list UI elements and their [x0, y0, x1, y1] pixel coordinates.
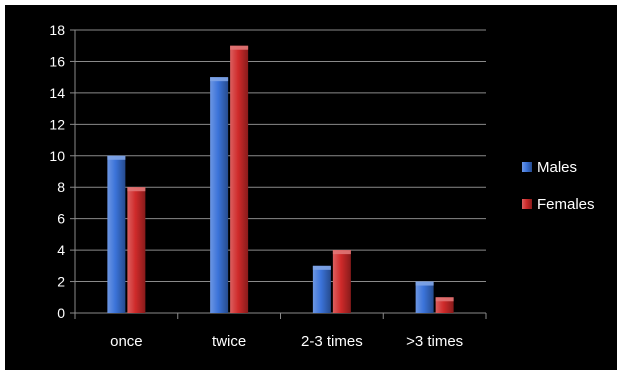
bar-males-3	[415, 281, 434, 313]
y-tick-label: 12	[49, 116, 65, 132]
y-tick-label: 18	[49, 22, 65, 38]
legend-swatch-females	[522, 199, 532, 209]
bar-cap-females-2	[332, 250, 351, 255]
bars	[107, 45, 454, 314]
x-category-label: >3 times	[406, 333, 463, 350]
bar-cap-males-1	[210, 77, 229, 82]
bar-females-2	[332, 250, 351, 313]
x-category-label: 2-3 times	[301, 333, 363, 350]
y-tick-label: 14	[49, 85, 65, 101]
bar-cap-males-3	[415, 281, 434, 286]
bar-males-1	[210, 77, 229, 314]
y-tick-labels: 0 2 4 6 8 10 12 14 16 18	[49, 22, 65, 321]
x-category-labels: once twice 2-3 times >3 times	[110, 333, 463, 350]
x-category-label: twice	[212, 333, 246, 350]
bar-females-0	[127, 187, 146, 313]
y-tick-label: 6	[57, 211, 65, 227]
bar-cap-females-0	[127, 187, 146, 192]
bar-males-2	[312, 265, 331, 313]
bar-males-0	[107, 155, 126, 313]
y-tick-label: 0	[57, 305, 65, 321]
bar-females-1	[230, 45, 249, 313]
y-tick-label: 4	[57, 242, 65, 258]
legend: Males Females	[522, 159, 595, 213]
x-category-label: once	[110, 333, 143, 350]
y-tick-label: 16	[49, 53, 65, 69]
legend-label-males: Males	[537, 159, 577, 176]
y-tick-label: 10	[49, 148, 65, 164]
bar-chart: 0 2 4 6 8 10 12 14 16 18 once twice 2-3 times >3 tim…	[49, 22, 595, 350]
y-tick-label: 2	[57, 274, 65, 290]
bar-cap-males-2	[312, 265, 331, 270]
bar-cap-females-3	[435, 297, 454, 302]
legend-label-females: Females	[537, 196, 595, 213]
bar-cap-males-0	[107, 155, 126, 160]
y-tick-label: 8	[57, 179, 65, 195]
legend-swatch-males	[522, 162, 532, 172]
bar-cap-females-1	[230, 45, 249, 50]
chart-frame: 0 2 4 6 8 10 12 14 16 18 once twice 2-3 times >3 tim…	[5, 5, 617, 370]
